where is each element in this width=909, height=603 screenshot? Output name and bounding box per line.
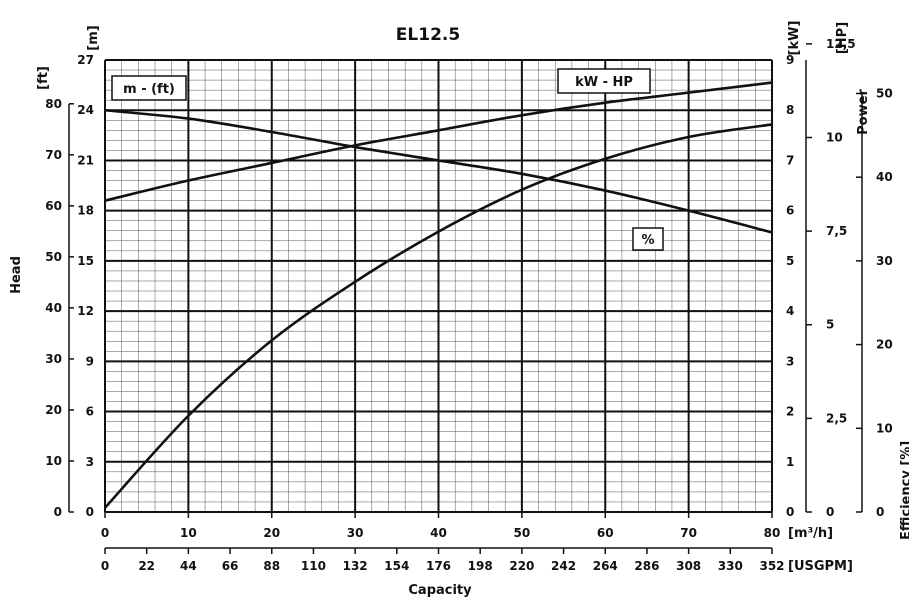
tick-label-head-m: 21 xyxy=(77,153,94,167)
tick-label-power-kw: 4 xyxy=(786,304,794,318)
tick-label-x-usgpm: 154 xyxy=(384,559,409,573)
major-grid xyxy=(104,59,773,513)
tick-label-x-usgpm: 220 xyxy=(509,559,534,573)
tick-label-head-m: 27 xyxy=(77,53,94,67)
tick-label-x-usgpm: 88 xyxy=(263,559,280,573)
tick-label-efficiency: 10 xyxy=(876,421,893,435)
head-curve-label: m - (ft) xyxy=(111,75,187,101)
tick-label-power-kw: 2 xyxy=(786,405,794,419)
tick-label-x-m3h: 50 xyxy=(514,526,531,540)
tick-label-head-m: 6 xyxy=(86,405,94,419)
power-unit-kw: [kW] xyxy=(787,21,802,56)
tick-label-x-m3h: 20 xyxy=(263,526,280,540)
head-unit-m: [m] xyxy=(86,25,101,50)
tick-label-power-kw: 7 xyxy=(786,153,794,167)
tick-label-x-usgpm: 132 xyxy=(343,559,368,573)
head-axis-label: Head xyxy=(9,256,24,294)
tick-label-head-ft: 10 xyxy=(45,454,62,468)
tick-label-power-kw: 8 xyxy=(786,103,794,117)
tick-label-efficiency: 50 xyxy=(876,86,893,100)
tick-label-power-kw: 0 xyxy=(786,505,794,519)
x-unit-usgpm: [USGPM] xyxy=(788,559,853,574)
svg-text:kW - HP: kW - HP xyxy=(575,75,633,90)
tick-label-power-kw: 5 xyxy=(786,254,794,268)
curves xyxy=(104,81,773,509)
tick-label-head-ft: 80 xyxy=(45,97,62,111)
tick-label-power-hp: 12,5 xyxy=(826,37,856,51)
tick-label-power-kw: 9 xyxy=(786,53,794,67)
tick-label-efficiency: 0 xyxy=(876,505,884,519)
tick-label-x-usgpm: 66 xyxy=(222,559,239,573)
tick-label-x-m3h: 0 xyxy=(101,526,109,540)
tick-label-x-usgpm: 22 xyxy=(138,559,155,573)
x-axis-label: Capacity xyxy=(408,583,472,598)
tick-label-head-ft: 20 xyxy=(45,403,62,417)
tick-label-head-ft: 70 xyxy=(45,148,62,162)
tick-label-head-m: 15 xyxy=(77,254,94,268)
tick-label-power-hp: 0 xyxy=(826,505,834,519)
efficiency-curve-label: % xyxy=(632,227,664,251)
power-unit-hp: [HP] xyxy=(835,22,850,54)
tick-label-head-ft: 60 xyxy=(45,199,62,213)
svg-text:%: % xyxy=(641,233,654,248)
tick-label-efficiency: 30 xyxy=(876,254,893,268)
tick-label-power-kw: 1 xyxy=(786,455,794,469)
tick-label-x-usgpm: 286 xyxy=(634,559,659,573)
tick-label-power-kw: 6 xyxy=(786,204,794,218)
power-curve-label: kW - HP xyxy=(557,68,651,94)
tick-label-head-ft: 30 xyxy=(45,352,62,366)
tick-label-x-usgpm: 44 xyxy=(180,559,197,573)
tick-label-head-m: 9 xyxy=(86,354,94,368)
tick-label-x-usgpm: 0 xyxy=(101,559,109,573)
tick-label-head-m: 3 xyxy=(86,455,94,469)
tick-label-x-m3h: 80 xyxy=(764,526,781,540)
tick-label-x-usgpm: 264 xyxy=(593,559,618,573)
tick-label-power-hp: 7,5 xyxy=(826,224,847,238)
tick-label-head-m: 18 xyxy=(77,204,94,218)
tick-label-x-usgpm: 110 xyxy=(301,559,326,573)
tick-label-x-usgpm: 308 xyxy=(676,559,701,573)
tick-label-x-usgpm: 242 xyxy=(551,559,576,573)
tick-label-head-m: 0 xyxy=(86,505,94,519)
tick-labels: 0369121518212427010203040506070800123456… xyxy=(45,37,892,573)
tick-label-x-usgpm: 198 xyxy=(468,559,493,573)
tick-label-power-hp: 2,5 xyxy=(826,411,847,425)
head-unit-ft: [ft] xyxy=(36,66,51,90)
tick-label-head-ft: 0 xyxy=(54,505,62,519)
power-axis-label: Power xyxy=(856,89,871,135)
power-curve xyxy=(104,81,773,202)
tick-label-power-hp: 5 xyxy=(826,318,834,332)
tick-label-efficiency: 40 xyxy=(876,170,893,184)
tick-label-x-m3h: 60 xyxy=(597,526,614,540)
svg-text:m - (ft): m - (ft) xyxy=(123,82,175,97)
head-curve xyxy=(104,108,773,234)
tick-label-x-m3h: 70 xyxy=(680,526,697,540)
tick-label-x-usgpm: 330 xyxy=(718,559,743,573)
tick-label-efficiency: 20 xyxy=(876,338,893,352)
tick-label-head-m: 24 xyxy=(77,103,94,117)
x-unit-m3h: [m³/h] xyxy=(788,526,833,541)
efficiency-axis-label: Efficiency [%] xyxy=(899,441,909,540)
tick-label-power-hp: 10 xyxy=(826,130,843,144)
tick-label-head-ft: 40 xyxy=(45,301,62,315)
tick-label-x-m3h: 10 xyxy=(180,526,197,540)
tick-label-x-m3h: 30 xyxy=(347,526,364,540)
tick-label-x-usgpm: 176 xyxy=(426,559,451,573)
tick-label-x-usgpm: 352 xyxy=(759,559,784,573)
tick-label-head-ft: 50 xyxy=(45,250,62,264)
tick-label-x-m3h: 40 xyxy=(430,526,447,540)
chart-title: EL12.5 xyxy=(396,25,460,45)
efficiency-curve xyxy=(104,123,773,509)
tick-label-head-m: 12 xyxy=(77,304,94,318)
tick-label-power-kw: 3 xyxy=(786,354,794,368)
